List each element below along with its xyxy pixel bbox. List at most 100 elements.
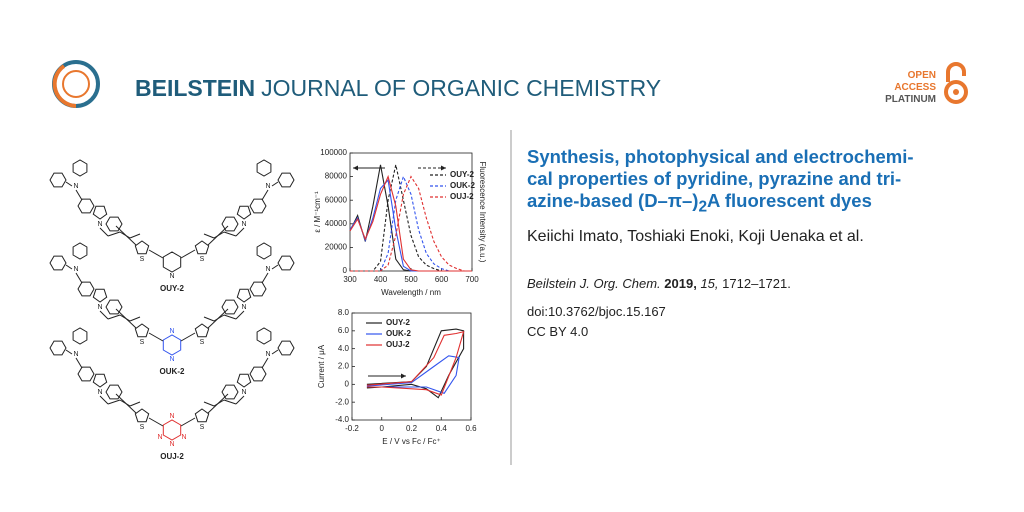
bond — [99, 310, 109, 320]
ring — [92, 288, 108, 303]
x-tick-label: 500 — [404, 275, 418, 284]
atom-label: N — [169, 356, 174, 363]
ring — [72, 159, 88, 177]
bond — [180, 332, 196, 342]
atom-label: N — [241, 304, 246, 311]
ring — [221, 216, 239, 232]
y-axis-label: Current / μA — [317, 344, 326, 388]
authors: Keiichi Imato, Toshiaki Enoki, Koji Uena… — [527, 228, 864, 245]
y-tick-label: 60000 — [325, 195, 348, 204]
y2-axis-label: Fluorescence Intensity (a.u.) — [478, 162, 487, 263]
ring — [256, 327, 272, 345]
title-line: azine-based (D–π–)2A fluorescent dyes — [527, 190, 914, 219]
bond — [119, 399, 131, 407]
ring — [249, 198, 267, 214]
journal-bold: BEILSTEIN — [135, 75, 255, 101]
x-tick-label: 0 — [380, 424, 385, 433]
x-tick-label: 0.6 — [465, 424, 477, 433]
legend-label: OUJ-2 — [386, 340, 410, 349]
ring — [49, 340, 67, 356]
x-tick-label: 600 — [435, 275, 449, 284]
ring — [77, 366, 95, 382]
cite-volume: 15, — [700, 276, 719, 291]
bond — [261, 357, 269, 369]
ring — [277, 172, 295, 188]
arrow-head — [401, 373, 406, 379]
legend-label: OUJ-2 — [450, 192, 474, 201]
citation: Beilstein J. Org. Chem. 2019, 15, 1712–1… — [527, 276, 791, 291]
emission-line — [350, 175, 472, 272]
x-axis-label: Wavelength / nm — [381, 288, 441, 297]
ring — [236, 373, 252, 388]
license: CC BY 4.0 — [527, 324, 589, 339]
atom-label: N — [265, 351, 270, 358]
cv-line — [366, 330, 465, 396]
ring — [134, 408, 150, 423]
y-tick-label: 2.0 — [338, 362, 350, 371]
emission-line — [350, 175, 472, 272]
bond — [223, 231, 237, 237]
bond — [119, 314, 131, 322]
ring — [236, 205, 252, 220]
badge-platinum: PLATINUM — [885, 94, 936, 105]
y-tick-label: 100000 — [320, 148, 347, 157]
atom-label: N — [73, 183, 78, 190]
ring — [221, 384, 239, 400]
bond — [107, 231, 121, 237]
bond — [223, 314, 237, 320]
bond — [203, 401, 215, 407]
title-line: cal properties of pyridine, pyrazine and… — [527, 168, 902, 189]
cv-line — [366, 328, 465, 399]
bond — [261, 272, 269, 284]
bond — [261, 189, 269, 201]
atom-label: N — [73, 351, 78, 358]
atom-label: N — [97, 221, 102, 228]
legend-label: OUY-2 — [450, 170, 475, 179]
ring — [92, 205, 108, 220]
y-tick-label: 80000 — [325, 172, 348, 181]
atom-label: N — [265, 266, 270, 273]
logo-inner — [62, 70, 90, 98]
atom-label: N — [169, 413, 174, 420]
ring — [194, 408, 210, 423]
bond — [213, 399, 225, 407]
y-axis-label: ε / M⁻¹cm⁻¹ — [313, 191, 322, 233]
arrow-head — [441, 165, 446, 171]
absorption-line — [349, 174, 472, 272]
badge-access: ACCESS — [894, 82, 936, 93]
atom-label: S — [140, 256, 145, 263]
ring — [236, 288, 252, 303]
x-tick-label: 0.2 — [406, 424, 418, 433]
atom-label: N — [241, 389, 246, 396]
atom-label: S — [140, 424, 145, 431]
compound-label: OUY-2 — [160, 284, 185, 293]
spectra-chart: 0 20000 40000 60000 80000 100000 300 400 500 600 7… — [313, 148, 487, 297]
bond — [203, 233, 215, 239]
bond — [271, 181, 279, 187]
cite-journal: Beilstein J. Org. Chem. — [527, 276, 661, 291]
bond — [235, 395, 245, 405]
lock-body — [944, 80, 968, 104]
ring — [221, 299, 239, 315]
ring — [194, 240, 210, 255]
ring — [256, 242, 272, 260]
atom-label: S — [200, 339, 205, 346]
y-tick-label: 8.0 — [338, 308, 350, 317]
atom-label: S — [200, 256, 205, 263]
article-title: Synthesis, photophysical and electrochem… — [527, 146, 914, 219]
legend-label: OUK-2 — [450, 181, 475, 190]
bond — [148, 249, 164, 259]
ring — [92, 373, 108, 388]
atom-label: N — [169, 273, 174, 280]
title-part: A fluorescent dyes — [707, 190, 872, 211]
bond — [180, 249, 196, 259]
atom-label: N — [73, 266, 78, 273]
badge-open: OPEN — [908, 70, 936, 81]
cite-year: 2019, — [664, 276, 697, 291]
logo-arc — [52, 64, 77, 108]
cv-chart: -4.0 -2.0 0 2.0 4.0 6.0 8.0 -0.2 0 0.2 0.4 0.6 E / V… — [317, 308, 477, 446]
y-tick-label: 4.0 — [338, 344, 350, 353]
x-axis-label: E / V vs Fc / Fc⁺ — [382, 437, 440, 446]
bond — [75, 272, 83, 284]
legend-label: OUK-2 — [386, 329, 411, 338]
